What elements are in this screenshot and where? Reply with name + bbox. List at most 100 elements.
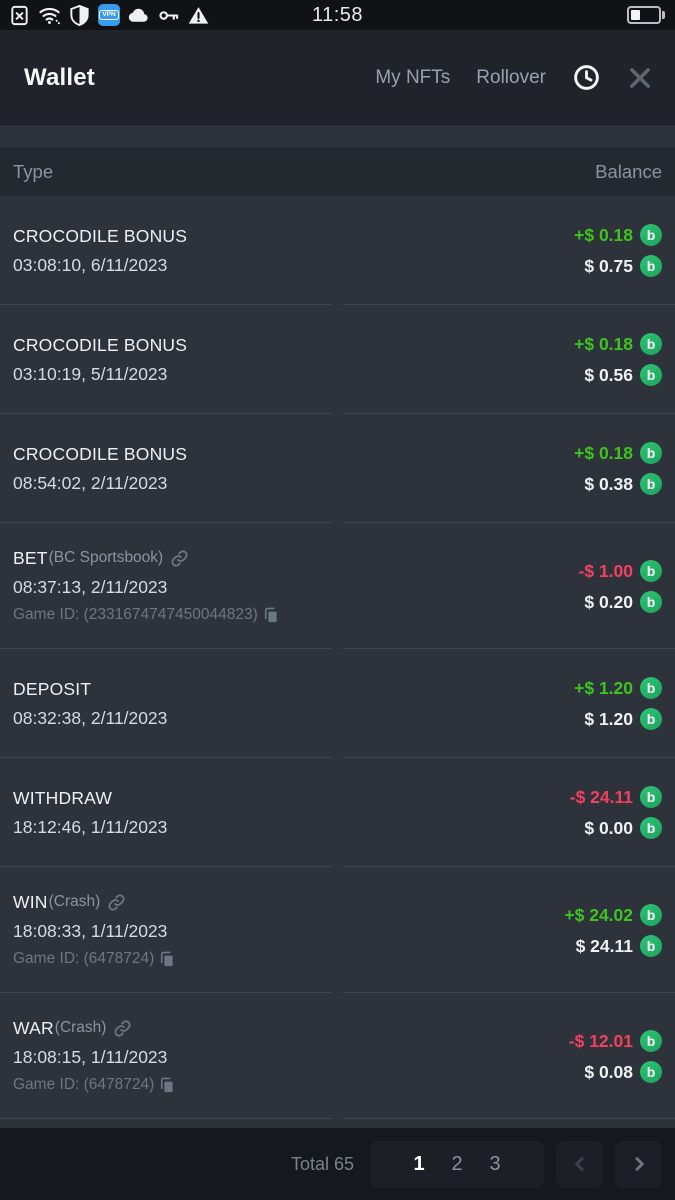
key-icon bbox=[157, 4, 180, 27]
status-icons: VPN bbox=[0, 4, 210, 27]
transaction-game-id: Game ID: (6478724) bbox=[13, 1076, 155, 1093]
transaction-row: WIN (Crash) 18:08:33, 1/11/2023 Game ID:… bbox=[0, 867, 675, 993]
wallet-header: Wallet My NFTs Rollover bbox=[0, 30, 675, 125]
next-page-button[interactable] bbox=[615, 1140, 662, 1188]
history-clock-icon[interactable] bbox=[572, 63, 601, 92]
transaction-subtype: (Crash) bbox=[54, 1019, 107, 1036]
transaction-datetime: 03:10:19, 5/11/2023 bbox=[13, 363, 168, 384]
transaction-change: +$ 0.18 b bbox=[574, 439, 662, 467]
column-balance: Balance bbox=[595, 160, 662, 182]
coin-icon: b bbox=[640, 224, 662, 246]
coin-icon: b bbox=[640, 333, 662, 355]
transaction-balance: $ 0.75 b bbox=[584, 252, 662, 280]
transaction-change: -$ 1.00 b bbox=[579, 557, 662, 585]
coin-icon: b bbox=[640, 1060, 662, 1083]
coin-icon: b bbox=[640, 903, 662, 926]
copy-icon[interactable] bbox=[262, 606, 280, 624]
coin-icon: b bbox=[640, 934, 662, 957]
transaction-type: WIN bbox=[13, 892, 48, 912]
transaction-type: CROCODILE BONUS bbox=[13, 225, 188, 246]
page-button-1[interactable]: 1 bbox=[407, 1153, 431, 1176]
transaction-change: +$ 0.18 b bbox=[574, 221, 662, 249]
transaction-type: WITHDRAW bbox=[13, 787, 113, 808]
battery-icon bbox=[627, 6, 665, 24]
transaction-balance: $ 1.20 b bbox=[584, 705, 662, 733]
transaction-row: WITHDRAW 18:12:46, 1/11/2023 -$ 24.11 bbox=[0, 758, 675, 867]
close-icon[interactable] bbox=[627, 65, 653, 91]
transaction-change: +$ 1.20 b bbox=[574, 674, 662, 702]
coin-icon: b bbox=[640, 255, 662, 277]
transaction-subtype: (Crash) bbox=[48, 893, 101, 910]
coin-icon: b bbox=[640, 559, 662, 582]
transaction-change: +$ 0.18 b bbox=[574, 330, 662, 358]
transaction-type: WAR bbox=[13, 1018, 54, 1038]
page-button-2[interactable]: 2 bbox=[445, 1153, 469, 1176]
table-header: Type Balance bbox=[0, 147, 675, 196]
total-count: Total 65 bbox=[290, 1153, 354, 1174]
transaction-balance: $ 0.20 b bbox=[584, 588, 662, 616]
coin-icon: b bbox=[640, 364, 662, 386]
transaction-row: DEPOSIT 08:32:38, 2/11/2023 +$ 1.20 bbox=[0, 649, 675, 758]
battery-fill bbox=[631, 10, 641, 20]
transaction-row: BET (BC Sportsbook) 08:37:13, 2/11/2023 … bbox=[0, 523, 675, 649]
link-icon[interactable] bbox=[170, 549, 189, 568]
transaction-datetime: 08:37:13, 2/11/2023 bbox=[13, 577, 168, 597]
nav-my-nfts[interactable]: My NFTs bbox=[375, 66, 451, 88]
transaction-datetime: 08:54:02, 2/11/2023 bbox=[13, 472, 168, 493]
transaction-change: -$ 24.11 b bbox=[570, 783, 662, 811]
vpn-badge: VPN bbox=[98, 4, 120, 26]
transaction-balance: $ 24.11 b bbox=[576, 932, 662, 960]
header-gap bbox=[0, 125, 675, 147]
transaction-datetime: 18:08:15, 1/11/2023 bbox=[13, 1047, 168, 1067]
shield-icon bbox=[68, 4, 91, 27]
transaction-row: CROCODILE BONUS 03:08:10, 6/11/2023 +$ 0 bbox=[0, 196, 675, 305]
transaction-balance: $ 0.38 b bbox=[584, 470, 662, 498]
transaction-row: CROCODILE BONUS 08:54:02, 2/11/2023 +$ 0 bbox=[0, 414, 675, 523]
header-nav: My NFTs Rollover bbox=[375, 63, 653, 92]
transaction-change: +$ 24.02 b bbox=[564, 901, 662, 929]
copy-icon[interactable] bbox=[158, 950, 176, 968]
transaction-row: CROCODILE BONUS 03:10:19, 5/11/2023 +$ 0 bbox=[0, 305, 675, 414]
coin-icon: b bbox=[640, 590, 662, 613]
link-icon[interactable] bbox=[113, 1019, 132, 1038]
coin-icon: b bbox=[640, 708, 662, 730]
page-button-3[interactable]: 3 bbox=[483, 1153, 507, 1176]
transaction-row: WAR (Crash) 18:08:15, 1/11/2023 Game ID:… bbox=[0, 993, 675, 1119]
transaction-game-id: Game ID: (2331674747450044823) bbox=[13, 606, 258, 623]
sim-error-icon bbox=[8, 4, 31, 27]
transaction-game-id: Game ID: (6478724) bbox=[13, 950, 155, 967]
transaction-datetime: 03:08:10, 6/11/2023 bbox=[13, 254, 168, 275]
transaction-type: DEPOSIT bbox=[13, 678, 92, 699]
transaction-balance: $ 0.08 b bbox=[584, 1058, 662, 1086]
transaction-subtype: (BC Sportsbook) bbox=[48, 549, 164, 566]
transaction-type: CROCODILE BONUS bbox=[13, 334, 188, 355]
cloud-icon bbox=[127, 4, 150, 27]
transaction-datetime: 08:32:38, 2/11/2023 bbox=[13, 707, 168, 728]
vpn-badge-label: VPN bbox=[99, 9, 119, 21]
transaction-type: BET bbox=[13, 548, 48, 568]
status-time: 11:58 bbox=[311, 3, 364, 26]
link-icon[interactable] bbox=[107, 893, 126, 912]
coin-icon: b bbox=[640, 473, 662, 495]
transaction-type: CROCODILE BONUS bbox=[13, 443, 188, 464]
coin-icon: b bbox=[640, 1029, 662, 1052]
coin-icon: b bbox=[640, 786, 662, 808]
transaction-list: CROCODILE BONUS 03:08:10, 6/11/2023 +$ 0 bbox=[0, 196, 675, 1128]
prev-page-button[interactable] bbox=[556, 1140, 603, 1188]
wifi-icon bbox=[38, 4, 61, 27]
coin-icon: b bbox=[640, 442, 662, 464]
page-title: Wallet bbox=[24, 63, 95, 91]
transaction-balance: $ 0.00 b bbox=[584, 814, 662, 842]
transaction-change: -$ 12.01 b bbox=[569, 1027, 662, 1055]
transaction-datetime: 18:12:46, 1/11/2023 bbox=[13, 816, 168, 837]
copy-icon[interactable] bbox=[158, 1076, 176, 1094]
transaction-datetime: 18:08:33, 1/11/2023 bbox=[13, 921, 168, 941]
nav-rollover[interactable]: Rollover bbox=[476, 66, 546, 88]
coin-icon: b bbox=[640, 817, 662, 839]
column-type: Type bbox=[13, 160, 54, 182]
transaction-balance: $ 0.56 b bbox=[584, 361, 662, 389]
warning-icon bbox=[187, 4, 210, 27]
